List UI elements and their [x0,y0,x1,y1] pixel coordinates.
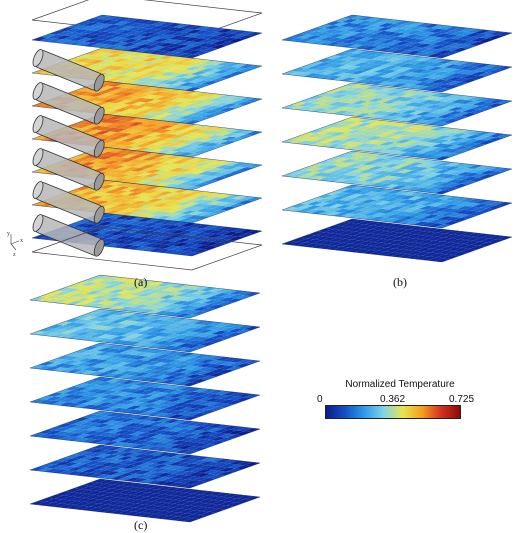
panel-a-slab-4 [31,146,263,191]
panel-a-slab-stack [31,0,263,271]
panel-c-slab-4 [29,410,261,455]
panel-c-slab-6 [29,478,261,523]
cylinder-3 [32,148,105,191]
panel-b-slab-3 [281,116,513,161]
axis-z-letter: z [13,252,16,258]
colorbar-gradient [325,405,461,419]
colorbar-mid-label: 0.362 [380,394,406,405]
panel-a-bottom-frame [31,226,263,271]
panel-c-slab-1 [29,308,261,353]
panel-b-slab-5 [281,184,513,229]
panel-b-slab-2 [281,82,513,127]
panel-c-slab-0 [29,274,261,319]
panel-c-slab-5 [29,444,261,489]
panel-b-slab-4 [281,150,513,195]
colorbar-title: Normalized Temperature [345,379,455,390]
colorbar-min-label: 0 [317,394,323,405]
colorbar-max-label: 0.725 [449,394,475,405]
cylinder-1 [32,82,105,125]
panel-b-slab-6 [281,218,513,263]
panel-c-slab-stack [29,274,261,523]
cylinder-5 [32,214,105,257]
axis-x-letter: x [20,238,23,244]
panel-c-slab-3 [29,376,261,421]
axes-orientation-glyph: y x z [7,231,23,258]
panel-a-slab-1 [31,47,263,92]
cylinder-4 [32,181,105,224]
cylinder-2 [32,115,105,158]
panel-c-slab-2 [29,342,261,387]
panel-a-slab-0 [31,14,263,59]
panel-b-slab-0 [281,14,513,59]
panel-c-label: (c) [134,518,148,532]
panel-b-slab-1 [281,48,513,93]
panel-b-slab-stack [281,14,513,263]
cylinder-0 [32,49,105,92]
axis-y-letter: y [7,231,10,237]
panel-a-label: (a) [134,275,148,289]
panel-b-label: (b) [393,275,407,289]
